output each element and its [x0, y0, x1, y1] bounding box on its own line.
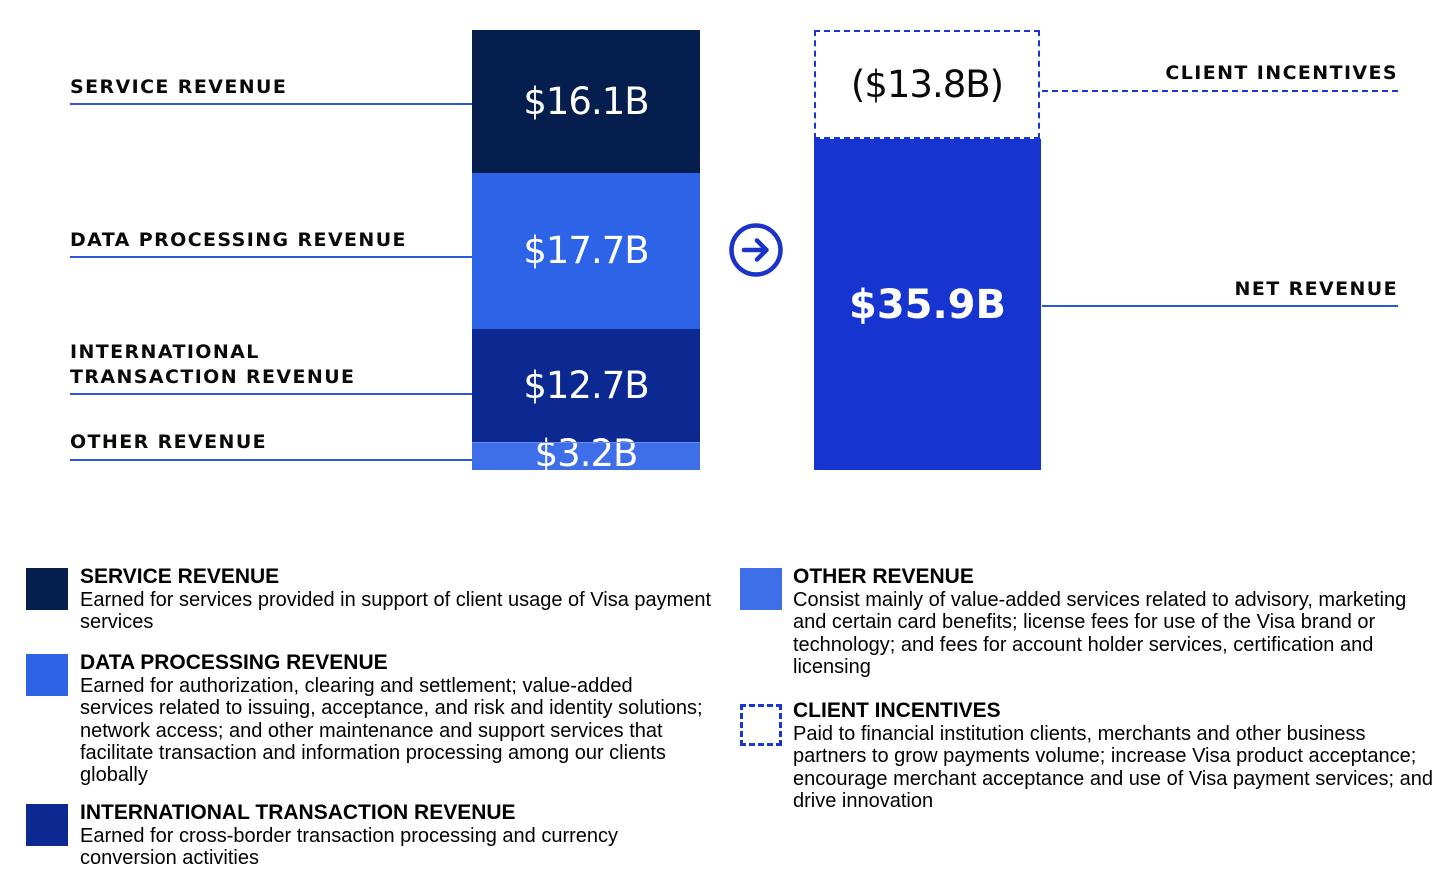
- legend-title-international-revenue: INTERNATIONAL TRANSACTION REVENUE: [80, 801, 516, 824]
- bar-divider: [472, 441, 700, 443]
- bar-data-processing-revenue: $17.7B: [472, 172, 700, 330]
- legend-swatch-data-processing-revenue: [26, 654, 68, 696]
- other-revenue-label: OTHER REVENUE: [70, 431, 268, 453]
- arrow-right-circle-icon: [729, 223, 783, 277]
- client-incentives-leader-line: [1042, 90, 1398, 92]
- bar-client-incentives: ($13.8B): [814, 30, 1040, 140]
- international-revenue-label-line2: TRANSACTION REVENUE: [70, 366, 356, 388]
- bar-label-data-processing-revenue: $17.7B: [523, 229, 649, 273]
- client-incentives-label: CLIENT INCENTIVES: [1165, 62, 1398, 84]
- legend-swatch-client-incentives: [740, 704, 782, 746]
- bar-label-other-revenue: $3.2B: [534, 431, 639, 475]
- bar-service-revenue: $16.1B: [472, 30, 700, 173]
- legend-swatch-service-revenue: [26, 568, 68, 610]
- legend-title-client-incentives: CLIENT INCENTIVES: [793, 699, 1001, 722]
- service-revenue-label: SERVICE REVENUE: [70, 76, 288, 98]
- international-revenue-label: INTERNATIONAL TRANSACTION REVENUE: [70, 340, 355, 390]
- bar-label-service-revenue: $16.1B: [523, 79, 649, 123]
- bar-net-revenue: $35.9B: [814, 139, 1041, 470]
- bar-label-client-incentives: ($13.8B): [850, 63, 1004, 107]
- legend-desc-client-incentives: Paid to financial institution clients, m…: [793, 723, 1434, 812]
- other-revenue-leader-line: [70, 459, 472, 461]
- legend-title-service-revenue: SERVICE REVENUE: [80, 565, 280, 588]
- data-processing-revenue-label: DATA PROCESSING REVENUE: [70, 229, 407, 251]
- legend-desc-service-revenue: Earned for services provided in support …: [80, 589, 712, 634]
- data-processing-revenue-leader-line: [70, 256, 472, 258]
- bar-other-revenue: [472, 441, 700, 470]
- bar-label-net-revenue: $35.9B: [848, 281, 1006, 328]
- net-revenue-leader-line: [1042, 305, 1398, 307]
- legend-title-other-revenue: OTHER REVENUE: [793, 565, 974, 588]
- international-revenue-label-line1: INTERNATIONAL: [70, 341, 260, 363]
- legend-swatch-other-revenue: [740, 568, 782, 610]
- legend-desc-international-revenue: Earned for cross-border transaction proc…: [80, 825, 619, 870]
- net-revenue-label: NET REVENUE: [1234, 278, 1398, 300]
- bar-label-international-revenue: $12.7B: [523, 363, 649, 407]
- legend-title-data-processing-revenue: DATA PROCESSING REVENUE: [80, 651, 388, 674]
- legend-desc-data-processing-revenue: Earned for authorization, clearing and s…: [80, 675, 703, 787]
- bar-international-revenue: $12.7B: [472, 329, 700, 442]
- service-revenue-leader-line: [70, 103, 472, 105]
- legend-swatch-international-revenue: [26, 804, 68, 846]
- international-revenue-leader-line: [70, 393, 472, 395]
- legend-desc-other-revenue: Consist mainly of value-added services r…: [793, 589, 1407, 678]
